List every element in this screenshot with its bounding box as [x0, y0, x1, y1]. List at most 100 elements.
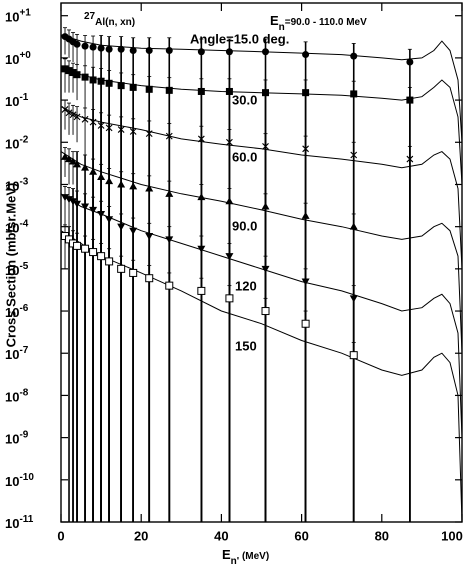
data-point [65, 155, 74, 163]
energy-range: En=90.0 - 110.0 MeV [270, 13, 367, 32]
data-point [117, 82, 125, 90]
y-tick-label: 10+0 [5, 50, 31, 68]
data-point [349, 222, 358, 230]
y-tick-label: 10-5 [5, 260, 29, 278]
data-point [197, 245, 206, 253]
data-point [69, 157, 78, 165]
data-point [261, 265, 270, 273]
data-point [65, 109, 73, 117]
data-point [145, 130, 153, 138]
data-point [225, 253, 234, 261]
data-point [61, 65, 69, 73]
y-tick-label: 10-7 [5, 345, 29, 363]
data-point [105, 124, 113, 132]
x-tick-label: 0 [57, 528, 64, 543]
data-point [225, 87, 233, 95]
data-point [117, 126, 125, 133]
data-point [73, 200, 82, 208]
curve [60, 151, 463, 354]
data-point [89, 248, 98, 257]
data-point [73, 40, 81, 48]
data-point [117, 223, 126, 231]
data-point [73, 71, 81, 79]
data-point [81, 163, 90, 171]
data-point [105, 257, 114, 266]
data-point [117, 45, 125, 53]
data-point [225, 48, 233, 56]
data-point [105, 177, 114, 185]
series-label: Angle=15.0 deg. [190, 31, 289, 46]
data-point [89, 206, 98, 214]
data-point [69, 111, 77, 119]
data-point [197, 48, 205, 56]
data-point [145, 233, 154, 241]
data-point [129, 83, 137, 91]
data-point [117, 264, 126, 273]
data-point [145, 184, 154, 192]
chart-title: 27Al(n, xn) [84, 11, 135, 28]
data-point [81, 42, 89, 50]
x-axis-label: En' (MeV) [222, 547, 269, 566]
data-point [129, 46, 137, 54]
y-tick-label: 10-9 [5, 429, 29, 447]
data-point [262, 89, 270, 97]
data-point [117, 180, 126, 188]
curve [60, 66, 463, 185]
data-point [302, 51, 310, 59]
curve [60, 230, 463, 523]
data-point [349, 295, 358, 303]
data-point [129, 227, 138, 235]
y-tick-label: 10-4 [5, 218, 29, 236]
data-point [197, 193, 206, 201]
x-tick-label: 80 [375, 528, 389, 543]
series-label: 60.0 [232, 149, 257, 164]
data-point [73, 113, 81, 121]
data-point [89, 43, 97, 51]
data-point [261, 307, 270, 316]
x-tick-label: 20 [134, 528, 148, 543]
data-point [65, 67, 73, 75]
data-point [145, 274, 154, 283]
series-label: 120 [235, 278, 257, 293]
curve [60, 34, 463, 143]
x-tick-label: 100 [441, 528, 463, 543]
data-point [225, 197, 234, 205]
data-point [97, 173, 106, 181]
data-point [301, 319, 310, 328]
data-point [301, 211, 310, 219]
data-point [197, 286, 206, 295]
data-point [105, 216, 114, 224]
data-point [165, 86, 173, 94]
x-tick-label: 60 [294, 528, 308, 543]
data-point [89, 167, 98, 175]
y-tick-label: 10-11 [5, 514, 34, 532]
data-point [225, 294, 234, 303]
data-point [61, 194, 70, 202]
data-point [165, 281, 174, 290]
data-point [81, 115, 89, 123]
data-point [89, 76, 97, 84]
data-point [97, 77, 105, 85]
data-point [129, 128, 137, 135]
data-point [302, 89, 310, 97]
data-point [129, 182, 138, 190]
data-point [73, 160, 82, 168]
data-point [165, 189, 174, 197]
data-point [350, 52, 358, 60]
data-point [226, 138, 233, 146]
data-point [261, 202, 270, 210]
y-tick-label: 10-8 [5, 387, 29, 405]
data-point [350, 90, 358, 98]
data-point [61, 152, 70, 160]
data-point [97, 44, 105, 52]
data-point [165, 132, 173, 140]
data-point [69, 198, 78, 206]
series-label: 150 [235, 338, 257, 353]
data-point [97, 210, 106, 218]
y-tick-label: 10-3 [5, 176, 29, 194]
data-point [69, 69, 77, 77]
data-point [262, 142, 269, 150]
data-point [406, 155, 414, 163]
data-point [65, 196, 74, 204]
data-point [350, 151, 358, 159]
